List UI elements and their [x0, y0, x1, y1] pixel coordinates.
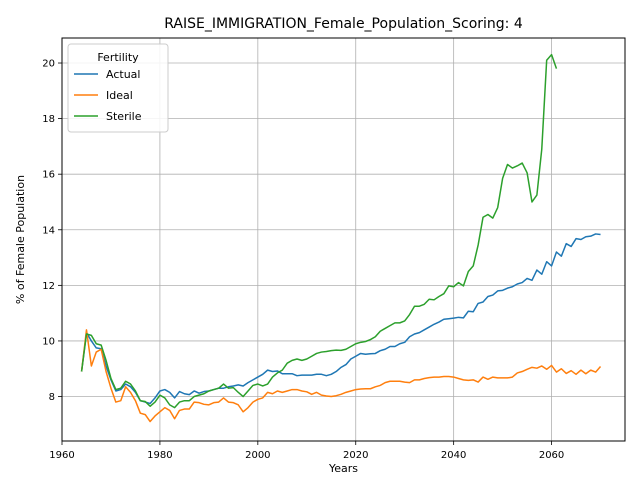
- y-tick-label: 8: [49, 392, 55, 403]
- x-axis: 1960 1980 2000 2020 2040 2060: [49, 441, 564, 461]
- x-tick-label: 2040: [441, 450, 466, 461]
- legend-title: Fertility: [97, 51, 139, 64]
- series-line-actual: [80, 233, 601, 405]
- y-axis-label: % of Female Population: [14, 175, 27, 304]
- chart-title: RAISE_IMMIGRATION_Female_Population_Scor…: [164, 16, 523, 32]
- series-line-ideal: [80, 329, 602, 423]
- x-tick-label: 1980: [147, 450, 172, 461]
- x-axis-label: Years: [328, 462, 358, 475]
- x-tick-label: 2020: [343, 450, 368, 461]
- y-tick-label: 16: [42, 170, 55, 181]
- plot-frame: [61, 37, 626, 442]
- legend-label-sterile: Sterile: [106, 110, 142, 123]
- y-tick-label: 12: [42, 281, 55, 292]
- legend-label-actual: Actual: [106, 68, 140, 81]
- y-tick-label: 14: [42, 225, 55, 236]
- legend-label-ideal: Ideal: [106, 89, 133, 102]
- y-tick-label: 18: [42, 114, 55, 125]
- grid-lines: [61, 38, 625, 441]
- series-lines: [80, 53, 602, 423]
- x-tick-label: 2000: [245, 450, 270, 461]
- legend-box: [67, 43, 169, 133]
- x-tick-label: 2060: [539, 450, 564, 461]
- y-axis: 8 10 12 14 16 18 20: [42, 59, 62, 403]
- legend: Fertility Actual Ideal Sterile: [67, 43, 169, 133]
- x-tick-label: 1960: [49, 450, 74, 461]
- series-line-sterile: [80, 53, 558, 409]
- y-tick-label: 10: [42, 336, 55, 347]
- y-tick-label: 20: [42, 59, 55, 70]
